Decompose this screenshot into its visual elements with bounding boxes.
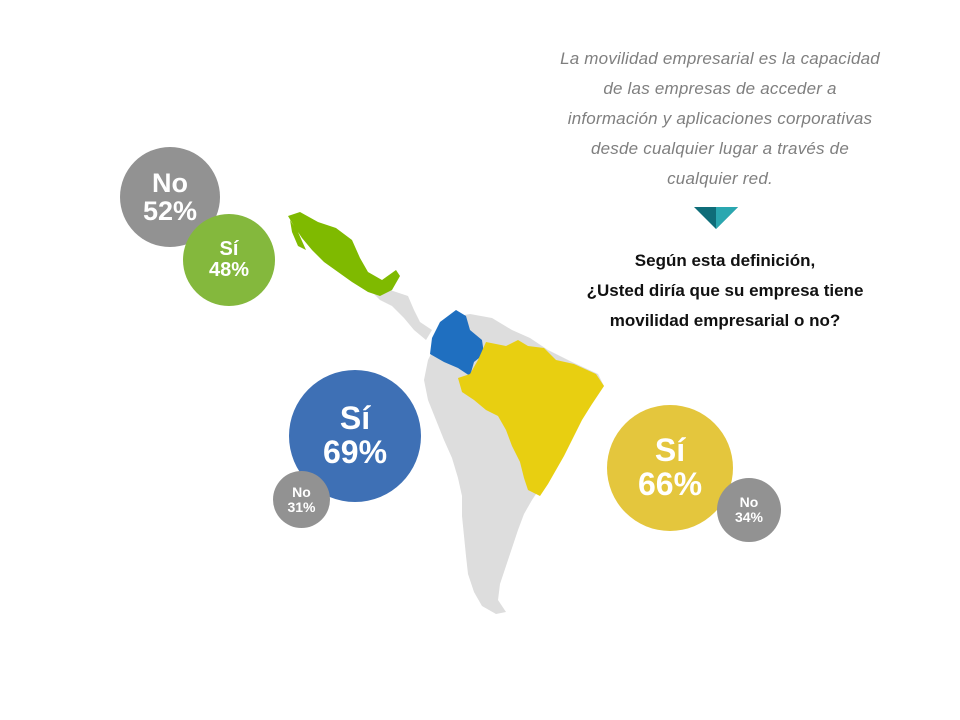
survey-question: Según esta definición, ¿Usted diría que … <box>540 246 910 336</box>
bubble-label: No <box>739 494 759 511</box>
bubble-label: No <box>292 483 311 500</box>
question-line: ¿Usted diría que su empresa tiene <box>586 281 864 300</box>
bubble-value: 48% <box>208 259 250 281</box>
colombia-no-bubble: No 31% <box>273 471 330 528</box>
bubble-value: 34% <box>734 509 764 525</box>
bubble-value: 66% <box>637 466 703 502</box>
bubble-label: Sí <box>339 400 371 437</box>
map-colombia <box>430 310 484 376</box>
definition-line: información y aplicaciones corporativas <box>567 109 873 128</box>
down-arrow-icon <box>694 207 738 229</box>
bubble-value: 69% <box>322 434 388 470</box>
definition-text: La movilidad empresarial es la capacidad… <box>525 44 915 194</box>
question-line: Según esta definición, <box>634 251 816 270</box>
map-mexico <box>288 212 400 296</box>
definition-line: de las empresas de acceder a <box>603 79 837 98</box>
map-brazil <box>458 340 604 496</box>
bubble-label: No <box>152 167 188 198</box>
bubble-value: 31% <box>287 498 316 515</box>
definition-line: cualquier red. <box>667 169 773 188</box>
definition-line: La movilidad empresarial es la capacidad <box>560 49 880 68</box>
question-line: movilidad empresarial o no? <box>609 311 841 330</box>
mexico-no-bubble: No 52% <box>120 147 220 247</box>
mexico-si-bubble: Sí 48% <box>183 214 275 306</box>
brazil-si-bubble: Sí 66% <box>607 405 733 531</box>
bubble-label: Sí <box>654 432 686 469</box>
bubble-label: Sí <box>219 238 239 260</box>
map-central-america <box>372 290 432 340</box>
definition-line: desde cualquier lugar a través de <box>591 139 849 158</box>
bubble-value: 52% <box>142 196 198 226</box>
brazil-no-bubble: No 34% <box>717 478 781 542</box>
